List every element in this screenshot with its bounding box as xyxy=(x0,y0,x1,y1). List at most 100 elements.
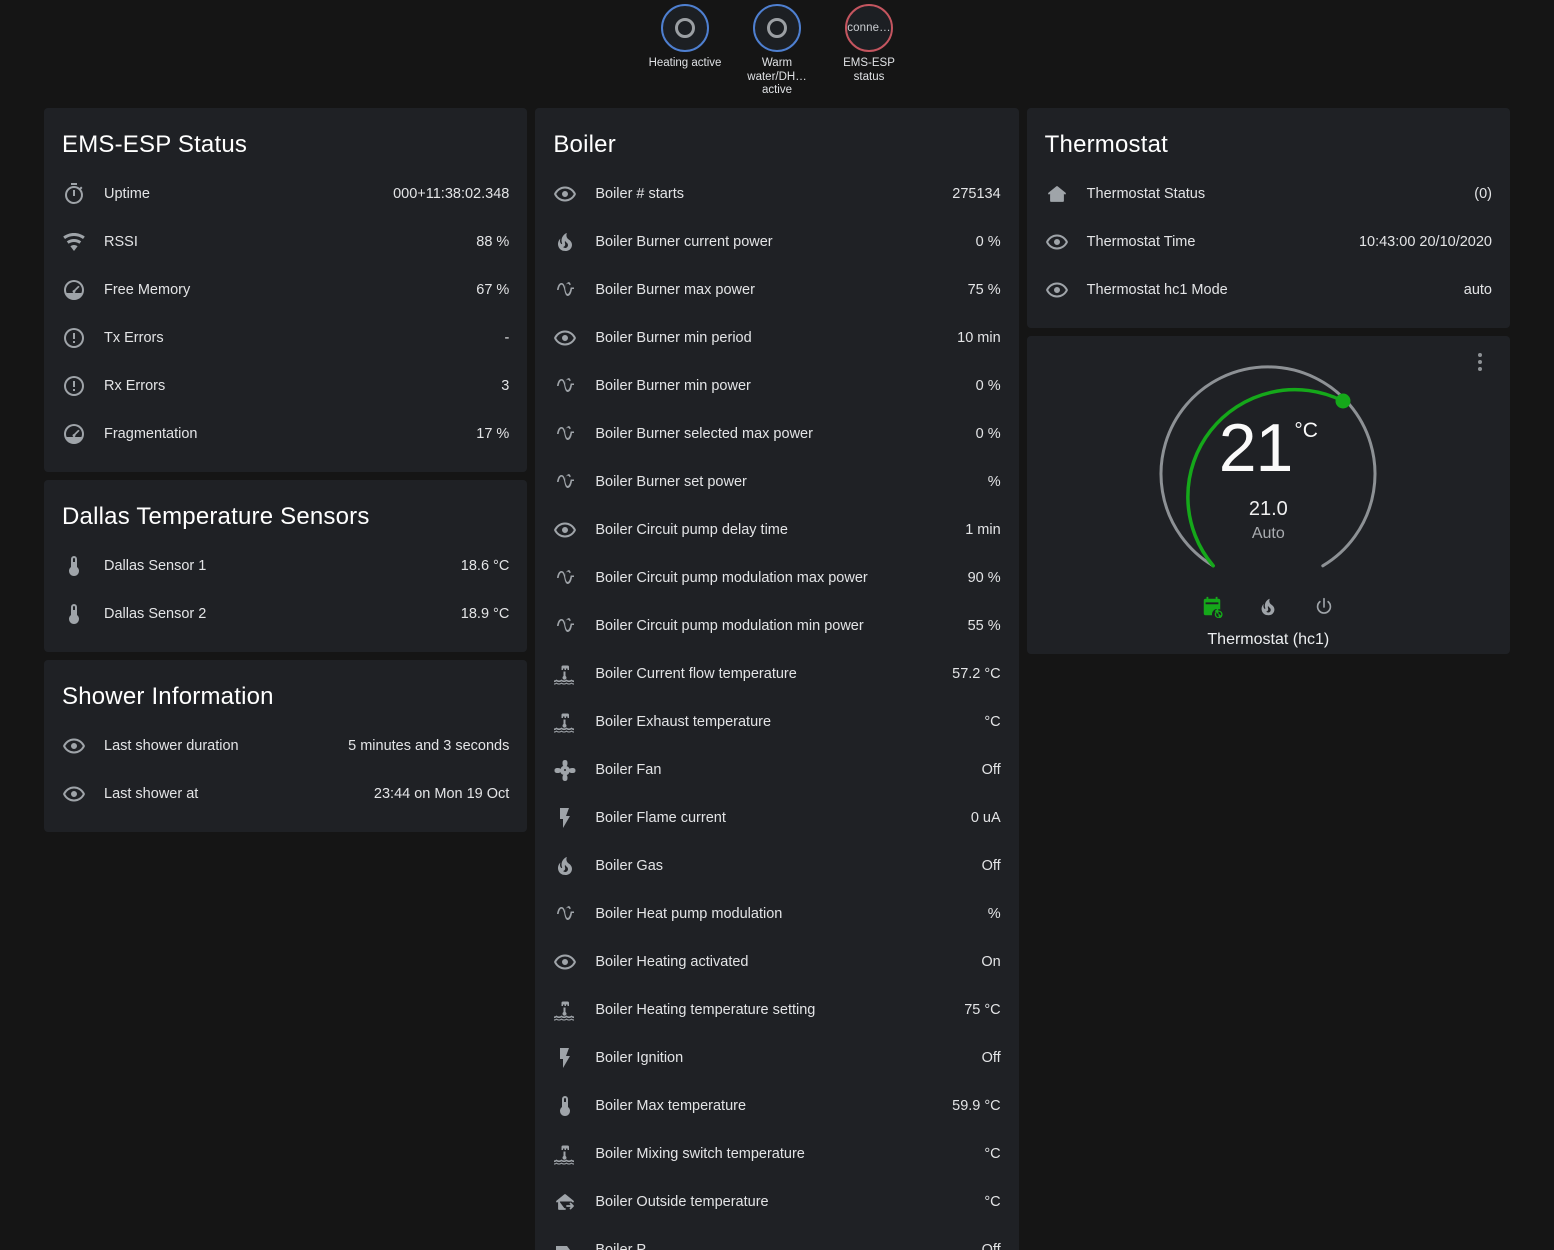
entity-value[interactable]: 3 xyxy=(501,378,510,394)
entity-value[interactable]: auto xyxy=(1463,282,1492,298)
dial-handle[interactable] xyxy=(1335,393,1351,409)
dial-arc[interactable] xyxy=(1143,350,1393,600)
badge-warm-water-active[interactable]: Warm water/DH… active xyxy=(740,4,814,98)
entity-row[interactable]: Boiler Gas Off xyxy=(535,842,1018,890)
entity-row[interactable]: Boiler P Off xyxy=(535,1226,1018,1250)
entity-row[interactable]: Fragmentation 17 % xyxy=(44,410,527,458)
entity-row[interactable]: Boiler Circuit pump modulation min power… xyxy=(535,602,1018,650)
entity-value[interactable]: Off xyxy=(981,762,1001,778)
entity-value[interactable]: 275134 xyxy=(952,186,1001,202)
entity-value[interactable]: 0 % xyxy=(975,378,1001,394)
entity-value[interactable]: 55 % xyxy=(967,618,1001,634)
entity-row[interactable]: Last shower duration 5 minutes and 3 seco… xyxy=(44,722,527,770)
dashboard-columns: EMS-ESP Status Uptime 000+11:38:02.348 RSS… xyxy=(0,108,1554,1250)
entity-row[interactable]: Last shower at 23:44 on Mon 19 Oct xyxy=(44,770,527,818)
entity-row[interactable]: Boiler Current flow temperature 57.2 °C xyxy=(535,650,1018,698)
badge-strip: Heating active Warm water/DH… active con… xyxy=(0,0,1554,108)
entity-name: Boiler Burner min period xyxy=(595,330,752,346)
badge-circle[interactable]: conne… xyxy=(845,4,893,52)
entity-row[interactable]: Boiler Burner max power 75 % xyxy=(535,266,1018,314)
entity-value[interactable]: °C xyxy=(984,714,1001,730)
entity-value[interactable]: 67 % xyxy=(476,282,510,298)
entity-row[interactable]: Uptime 000+11:38:02.348 xyxy=(44,170,527,218)
entity-value[interactable]: 57.2 °C xyxy=(952,666,1001,682)
badge-circle[interactable] xyxy=(753,4,801,52)
entity-row[interactable]: Thermostat hc1 Mode auto xyxy=(1027,266,1510,314)
entity-value[interactable]: Off xyxy=(981,858,1001,874)
thermostat-dial[interactable]: 21 °C 21.0 Auto xyxy=(1143,350,1393,600)
entity-row[interactable]: Boiler Burner selected max power 0 % xyxy=(535,410,1018,458)
entity-value[interactable]: 10:43:00 20/10/2020 xyxy=(1358,234,1492,250)
entity-value[interactable]: % xyxy=(987,906,1001,922)
entity-value[interactable]: 0 % xyxy=(975,426,1001,442)
entity-name: Rx Errors xyxy=(104,378,166,394)
column-middle: Boiler Boiler # starts 275134 Boiler Burne… xyxy=(535,108,1019,1250)
entity-value[interactable]: 23:44 on Mon 19 Oct xyxy=(373,786,510,802)
timer-icon xyxy=(62,182,102,206)
power-icon[interactable] xyxy=(1313,596,1335,618)
entity-row[interactable]: Boiler # starts 275134 xyxy=(535,170,1018,218)
entity-value[interactable]: 59.9 °C xyxy=(952,1098,1001,1114)
entity-row[interactable]: Boiler Burner min power 0 % xyxy=(535,362,1018,410)
entity-row[interactable]: RSSI 88 % xyxy=(44,218,527,266)
entity-value[interactable]: 88 % xyxy=(476,234,510,250)
entity-value[interactable]: 75 % xyxy=(967,282,1001,298)
entity-row[interactable]: Boiler Heat pump modulation% xyxy=(535,890,1018,938)
entity-row[interactable]: Thermostat Status (0) xyxy=(1027,170,1510,218)
dial-track xyxy=(1159,365,1377,568)
entity-value[interactable]: 0 uA xyxy=(970,810,1001,826)
sine-wave-icon xyxy=(553,422,593,446)
entity-row[interactable]: Boiler Heating activated On xyxy=(535,938,1018,986)
entity-value[interactable]: 000+11:38:02.348 xyxy=(393,186,510,202)
entity-row[interactable]: Dallas Sensor 1 18.6 °C xyxy=(44,542,527,590)
entity-row[interactable]: Boiler Circuit pump modulation max power… xyxy=(535,554,1018,602)
entity-value[interactable]: 17 % xyxy=(476,426,510,442)
entity-row[interactable]: Thermostat Time 10:43:00 20/10/2020 xyxy=(1027,218,1510,266)
entity-value[interactable]: 18.9 °C xyxy=(460,606,510,622)
entity-row[interactable]: Tx Errors - xyxy=(44,314,527,362)
entity-name: Fragmentation xyxy=(104,426,198,442)
entity-row[interactable]: Boiler Ignition Off xyxy=(535,1034,1018,1082)
entity-name: Boiler Exhaust temperature xyxy=(595,714,772,730)
entity-row[interactable]: Boiler Max temperature 59.9 °C xyxy=(535,1082,1018,1130)
entity-value[interactable]: 90 % xyxy=(967,570,1001,586)
entity-value[interactable]: 0 % xyxy=(975,234,1001,250)
entity-value[interactable]: % xyxy=(987,474,1001,490)
entity-row[interactable]: Boiler Outside temperature °C xyxy=(535,1178,1018,1226)
entity-value[interactable]: 75 °C xyxy=(964,1002,1001,1018)
entity-value[interactable]: 18.6 °C xyxy=(460,558,510,574)
badge-heating-active[interactable]: Heating active xyxy=(648,4,722,71)
badge-circle[interactable] xyxy=(661,4,709,52)
calendar-sync-icon[interactable] xyxy=(1201,596,1223,618)
entity-row[interactable]: Rx Errors 3 xyxy=(44,362,527,410)
entity-value[interactable]: °C xyxy=(984,1194,1001,1210)
entity-row[interactable]: Dallas Sensor 2 18.9 °C xyxy=(44,590,527,638)
entity-name: Free Memory xyxy=(104,282,191,298)
eye-icon xyxy=(553,518,593,542)
entity-row[interactable]: Boiler Mixing switch temperature °C xyxy=(535,1130,1018,1178)
entity-row[interactable]: Boiler Burner set power% xyxy=(535,458,1018,506)
entity-value[interactable]: Off xyxy=(981,1050,1001,1066)
badge-ems-esp-status[interactable]: conne… EMS-ESP status xyxy=(832,4,906,84)
entity-row[interactable]: Boiler Flame current 0 uA xyxy=(535,794,1018,842)
entity-row[interactable]: Boiler Exhaust temperature °C xyxy=(535,698,1018,746)
fire-icon[interactable] xyxy=(1257,596,1279,618)
more-options-icon[interactable] xyxy=(1466,348,1494,376)
entity-row[interactable]: Boiler Heating temperature setting 75 °C xyxy=(535,986,1018,1034)
entity-value[interactable]: Off xyxy=(981,1242,1001,1250)
entity-value[interactable]: °C xyxy=(984,1146,1001,1162)
entity-row[interactable]: Free Memory 67 % xyxy=(44,266,527,314)
eye-icon xyxy=(62,782,102,806)
entity-value[interactable]: On xyxy=(981,954,1001,970)
entity-value[interactable]: 1 min xyxy=(965,522,1001,538)
entity-row[interactable]: Boiler Circuit pump delay time 1 min xyxy=(535,506,1018,554)
entity-value[interactable]: (0) xyxy=(1474,186,1492,202)
entity-value[interactable]: - xyxy=(504,330,510,346)
alert-circle-icon xyxy=(62,326,102,350)
entity-row[interactable]: Boiler Fan Off xyxy=(535,746,1018,794)
card-thermostat: Thermostat Thermostat Status (0) Thermosta… xyxy=(1026,108,1510,328)
entity-value[interactable]: 10 min xyxy=(957,330,1001,346)
entity-value[interactable]: 5 minutes and 3 seconds xyxy=(348,738,510,754)
entity-row[interactable]: Boiler Burner min period 10 min xyxy=(535,314,1018,362)
entity-row[interactable]: Boiler Burner current power 0 % xyxy=(535,218,1018,266)
